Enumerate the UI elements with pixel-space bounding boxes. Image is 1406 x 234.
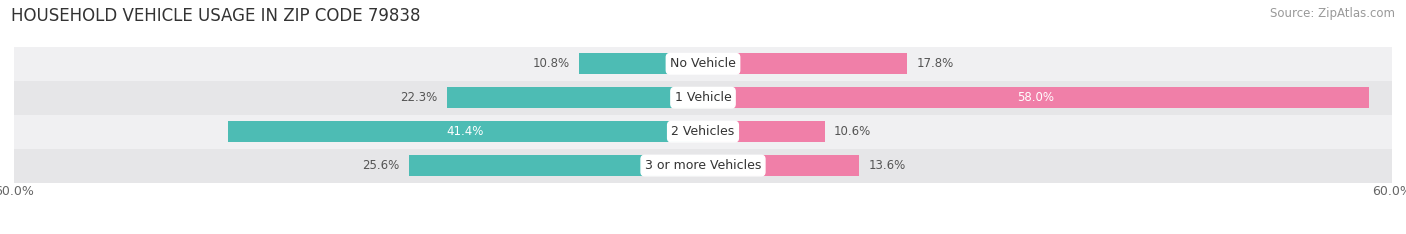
Text: 17.8%: 17.8% [917,57,953,70]
Text: 10.8%: 10.8% [533,57,569,70]
Text: 22.3%: 22.3% [401,91,437,104]
Bar [14,81,1392,115]
Text: 1 Vehicle: 1 Vehicle [675,91,731,104]
Text: 25.6%: 25.6% [363,159,399,172]
Bar [703,87,1369,108]
Text: 2 Vehicles: 2 Vehicles [672,125,734,138]
Bar [14,149,1392,183]
Bar [409,155,703,176]
Bar [228,121,703,142]
Bar [579,53,703,74]
Bar [14,47,1392,81]
Text: 41.4%: 41.4% [447,125,484,138]
Text: 3 or more Vehicles: 3 or more Vehicles [645,159,761,172]
Text: No Vehicle: No Vehicle [671,57,735,70]
Bar [703,121,825,142]
Text: 58.0%: 58.0% [1018,91,1054,104]
Bar [447,87,703,108]
Text: 13.6%: 13.6% [869,159,905,172]
Text: 10.6%: 10.6% [834,125,872,138]
Bar [703,155,859,176]
Text: Source: ZipAtlas.com: Source: ZipAtlas.com [1270,7,1395,20]
Bar [14,115,1392,149]
Bar [703,53,907,74]
Text: HOUSEHOLD VEHICLE USAGE IN ZIP CODE 79838: HOUSEHOLD VEHICLE USAGE IN ZIP CODE 7983… [11,7,420,25]
